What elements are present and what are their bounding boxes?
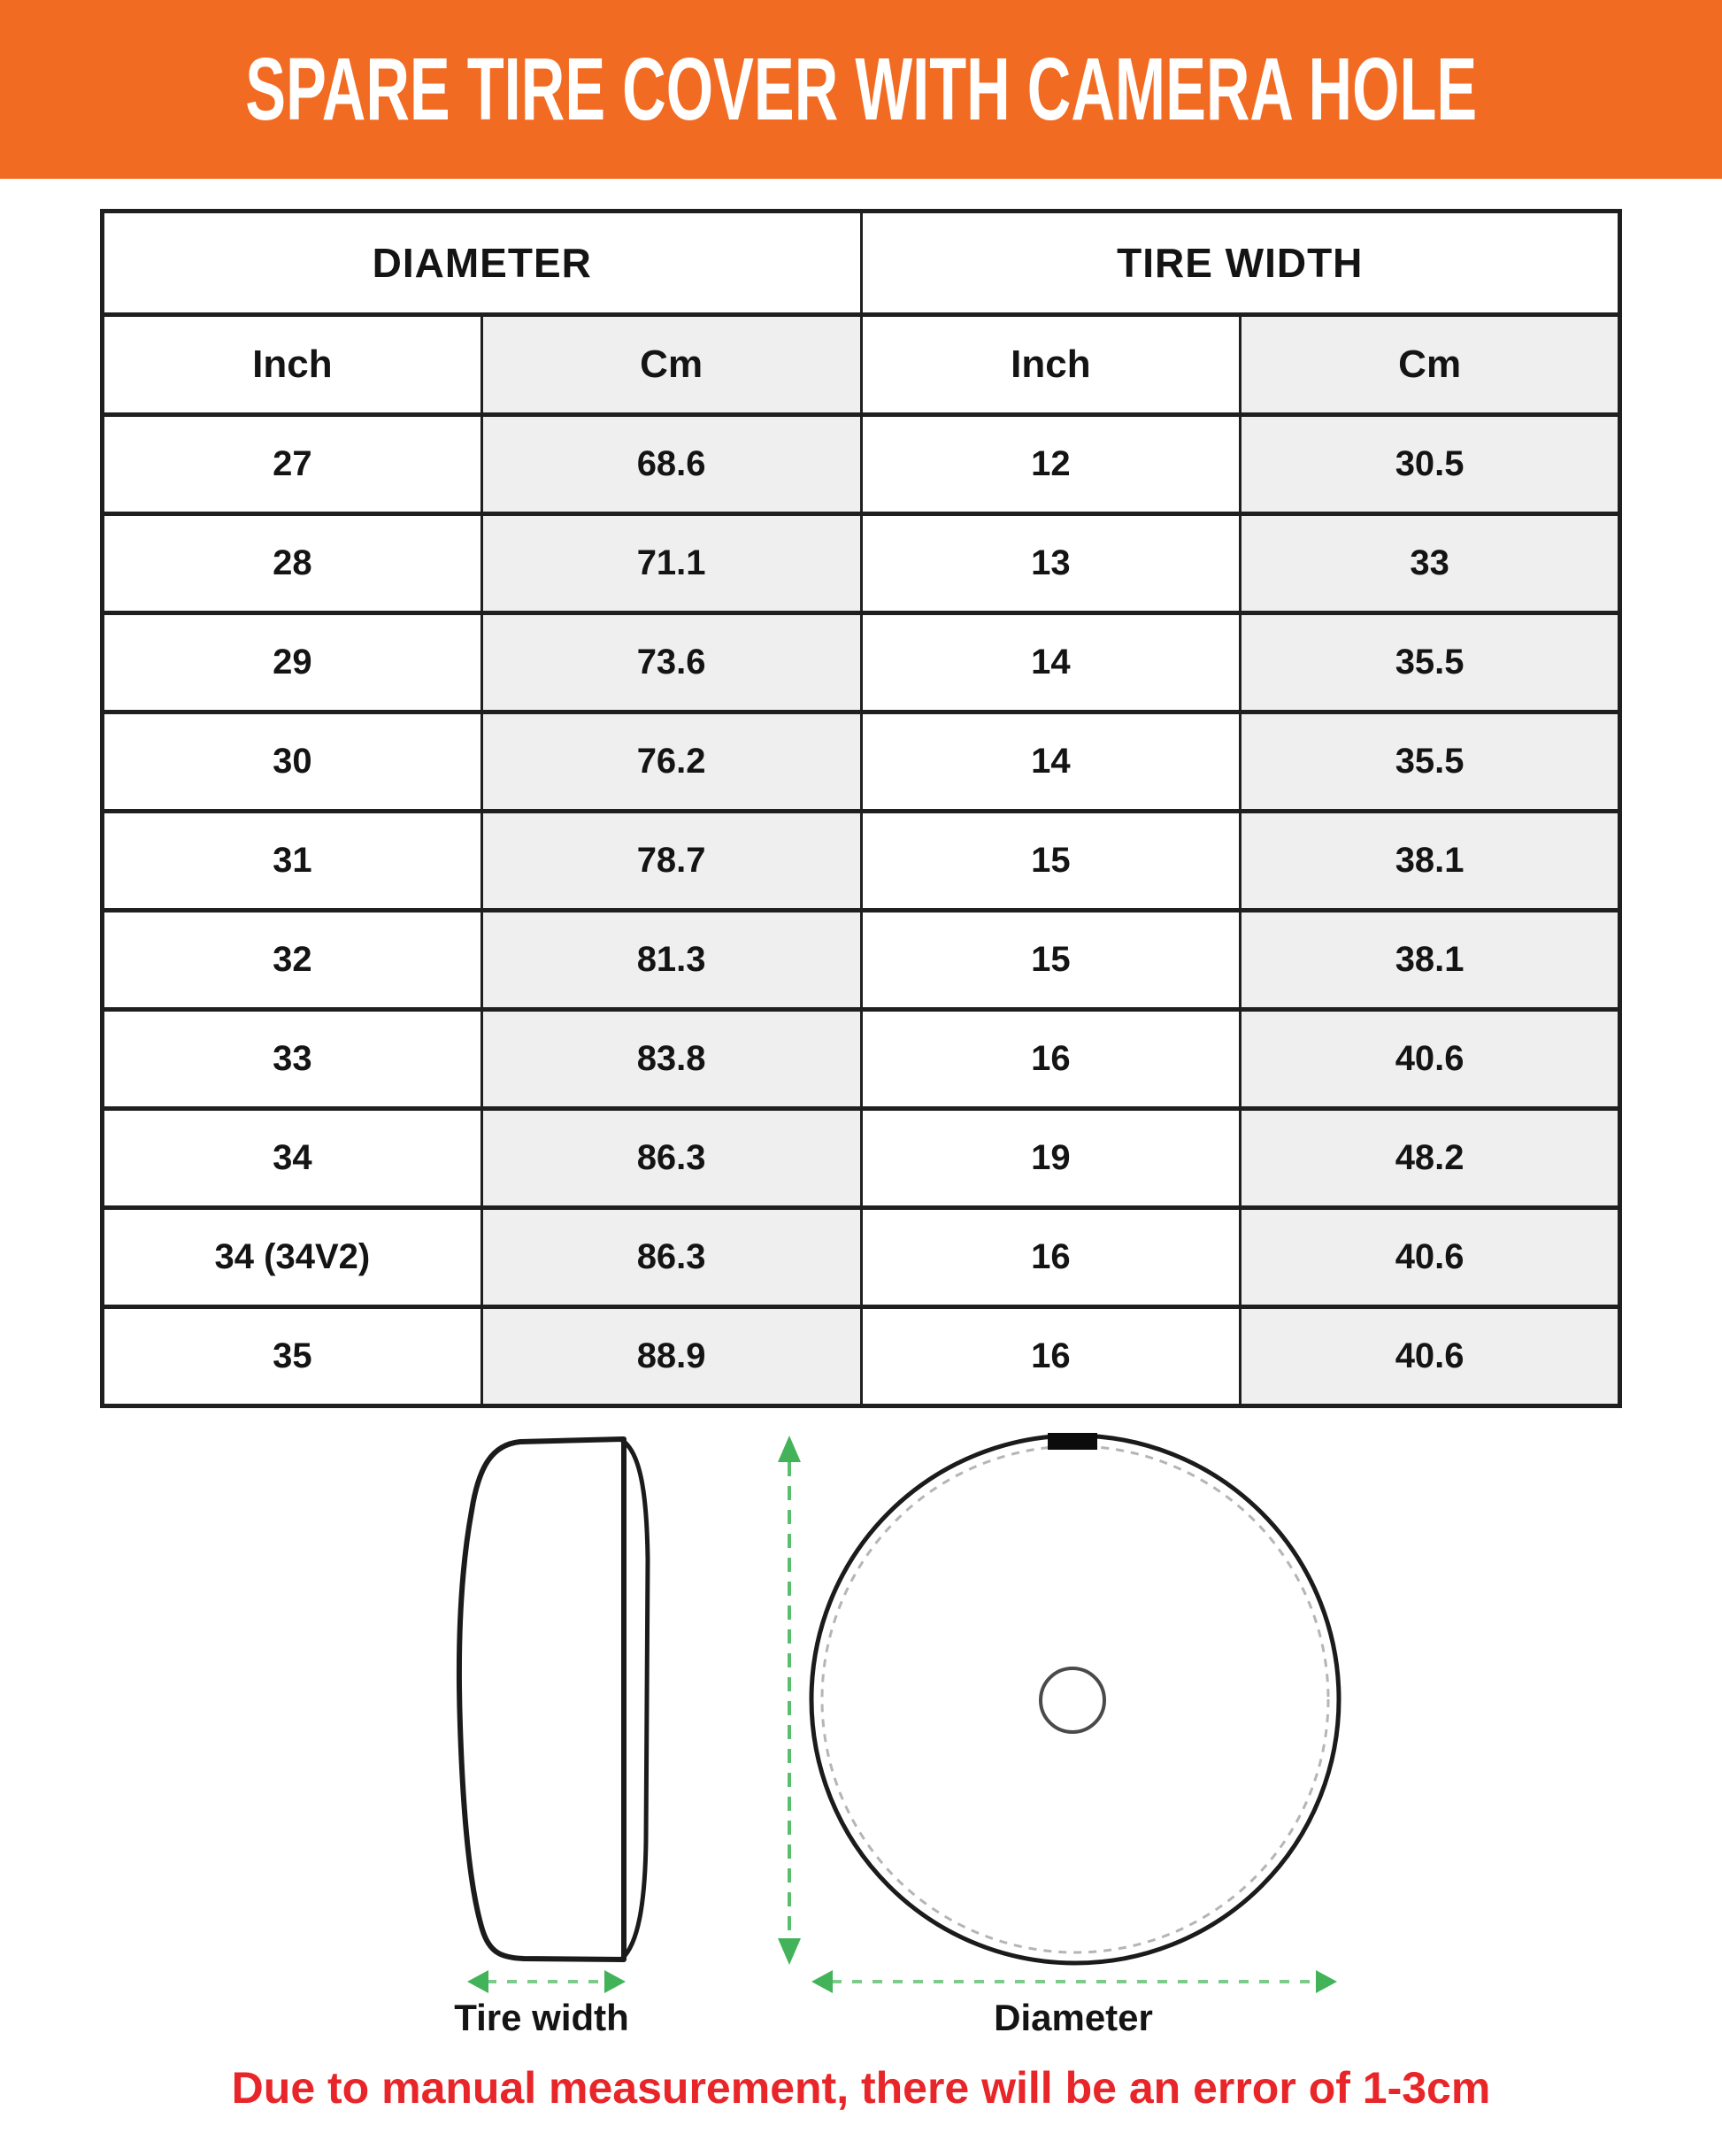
cell-width-inch: 16: [859, 1205, 1242, 1309]
arrowhead-right-icon: [1316, 1970, 1337, 1993]
arrowhead-up-icon: [778, 1436, 801, 1462]
cell-width-inch: 19: [859, 1106, 1242, 1210]
cell-width-inch: 12: [859, 412, 1242, 516]
cell-diameter-inch: 27: [101, 412, 483, 516]
arrowhead-left-icon: [467, 1970, 488, 1993]
cell-width-cm: 40.6: [1239, 1007, 1621, 1111]
banner: SPARE TIRE COVER WITH CAMERA HOLE: [0, 0, 1722, 179]
diameter-label: Diameter: [994, 1997, 1153, 2038]
table-row: 34 (34V2) 86.3 16 40.6: [101, 1205, 1621, 1309]
cell-width-cm: 33: [1239, 512, 1621, 615]
cell-width-cm: 35.5: [1239, 710, 1621, 813]
cell-width-inch: 16: [859, 1007, 1242, 1111]
table-row: 33 83.8 16 40.6: [101, 1007, 1621, 1111]
cell-width-cm: 30.5: [1239, 412, 1621, 516]
tire-front-view: [809, 1433, 1341, 1966]
arrowhead-down-icon: [778, 1938, 801, 1965]
cell-width-inch: 14: [859, 710, 1242, 813]
cell-width-inch: 16: [859, 1305, 1242, 1408]
table-row: 35 88.9 16 40.6: [101, 1305, 1621, 1408]
camera-hole: [1039, 1667, 1106, 1734]
cell-diameter-inch: 34: [101, 1106, 483, 1210]
subheader-diameter-inch: Inch: [101, 312, 483, 417]
cell-diameter-cm: 73.6: [480, 611, 863, 714]
table-row: 27 68.6 12 30.5: [101, 412, 1621, 516]
table-row: 29 73.6 14 35.5: [101, 611, 1621, 714]
subheader-width-inch: Inch: [859, 312, 1242, 417]
tire-cover-diagram: [456, 1433, 1341, 1993]
subheader-diameter-cm: Cm: [480, 312, 863, 417]
hanging-tab: [1048, 1433, 1097, 1450]
subheader-width-cm: Cm: [1239, 312, 1621, 417]
cell-width-inch: 15: [859, 908, 1242, 1012]
cell-diameter-inch: 35: [101, 1305, 483, 1408]
tire-width-label: Tire width: [454, 1997, 629, 2038]
cell-width-cm: 38.1: [1239, 908, 1621, 1012]
tire-side-view: [456, 1436, 650, 1962]
cell-diameter-cm: 71.1: [480, 512, 863, 615]
size-table: DIAMETER TIRE WIDTH Inch Cm Inch Cm 27 6…: [100, 209, 1622, 1408]
cell-diameter-inch: 33: [101, 1007, 483, 1111]
cell-width-cm: 40.6: [1239, 1305, 1621, 1408]
cell-width-inch: 13: [859, 512, 1242, 615]
table-row: 28 71.1 13 33: [101, 512, 1621, 615]
table-row: 31 78.7 15 38.1: [101, 809, 1621, 912]
cell-width-inch: 15: [859, 809, 1242, 912]
cell-diameter-inch: 32: [101, 908, 483, 1012]
cell-diameter-inch: 28: [101, 512, 483, 615]
cell-width-cm: 35.5: [1239, 611, 1621, 714]
cell-diameter-cm: 78.7: [480, 809, 863, 912]
cell-diameter-inch: 29: [101, 611, 483, 714]
column-group-tire-width: TIRE WIDTH: [859, 209, 1621, 317]
cell-width-inch: 14: [859, 611, 1242, 714]
tire-width-arrow: [467, 1970, 626, 1993]
page-title: SPARE TIRE COVER WITH CAMERA HOLE: [245, 39, 1477, 139]
cell-width-cm: 48.2: [1239, 1106, 1621, 1210]
arrowhead-right-icon: [604, 1970, 626, 1993]
cell-diameter-inch: 31: [101, 809, 483, 912]
cell-diameter-cm: 81.3: [480, 908, 863, 1012]
cell-diameter-cm: 86.3: [480, 1205, 863, 1309]
diameter-arrow: [811, 1970, 1337, 1993]
cell-diameter-cm: 88.9: [480, 1305, 863, 1408]
arrowhead-left-icon: [811, 1970, 833, 1993]
cell-diameter-cm: 83.8: [480, 1007, 863, 1111]
cell-diameter-cm: 68.6: [480, 412, 863, 516]
cell-width-cm: 40.6: [1239, 1205, 1621, 1309]
measurement-error-note: Due to manual measurement, there will be…: [231, 2063, 1491, 2113]
table-row: 32 81.3 15 38.1: [101, 908, 1621, 1012]
table-row: 30 76.2 14 35.5: [101, 710, 1621, 813]
table-group-header-row: DIAMETER TIRE WIDTH: [101, 209, 1621, 317]
cell-diameter-inch: 30: [101, 710, 483, 813]
cell-diameter-cm: 86.3: [480, 1106, 863, 1210]
cell-diameter-cm: 76.2: [480, 710, 863, 813]
table-subheader-row: Inch Cm Inch Cm: [101, 312, 1621, 417]
diameter-vertical-arrow: [778, 1436, 801, 1965]
cell-diameter-inch: 34 (34V2): [101, 1205, 483, 1309]
cell-width-cm: 38.1: [1239, 809, 1621, 912]
column-group-diameter: DIAMETER: [101, 209, 863, 317]
table-row: 34 86.3 19 48.2: [101, 1106, 1621, 1210]
